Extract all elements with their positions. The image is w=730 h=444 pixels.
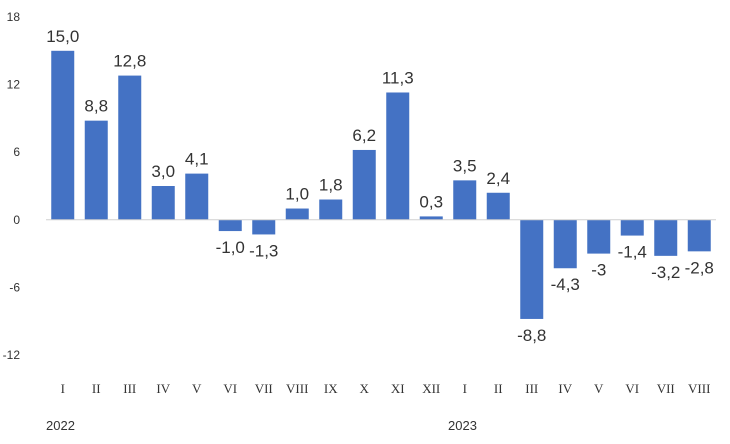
bar [654, 219, 678, 256]
bars-group [51, 50, 711, 319]
bar [587, 219, 611, 254]
bar [386, 92, 410, 220]
bar [687, 219, 711, 252]
year-labels-group: 2022 2023 [46, 418, 477, 433]
data-label: 4,1 [185, 150, 209, 169]
data-label: 1,8 [319, 176, 343, 195]
data-label: -4,3 [551, 275, 580, 294]
x-tick-label: V [192, 381, 202, 396]
bar [185, 173, 209, 220]
data-label: 8,8 [84, 97, 108, 116]
data-label: 1,0 [285, 185, 309, 204]
data-label: 3,0 [151, 162, 175, 181]
x-axis: I II III IV V VI VII VIII IX X XI XII I II III IV V VI VII… [61, 381, 711, 396]
x-tick-label: VIII [688, 381, 710, 396]
x-tick-label: VI [223, 381, 237, 396]
x-tick-label: IV [156, 381, 170, 396]
bar [252, 219, 276, 235]
bar [118, 75, 142, 220]
x-tick-label: XI [391, 381, 405, 396]
x-tick-label: V [594, 381, 604, 396]
x-tick-label: VI [625, 381, 639, 396]
bar [486, 192, 510, 220]
x-tick-label: X [360, 381, 370, 396]
data-label: -3 [591, 261, 606, 280]
x-tick-label: I [463, 381, 467, 396]
data-label: 2,4 [486, 169, 510, 188]
x-tick-label: VII [657, 381, 675, 396]
bar [352, 149, 376, 220]
data-labels-group: 15,0 8,8 12,8 3,0 4,1 -1,0 -1,3 1,0 1,8 6,2 11,3 0,… [46, 27, 714, 345]
bar [319, 199, 343, 220]
data-label: 0,3 [419, 192, 443, 211]
x-tick-label: II [494, 381, 503, 396]
y-tick-label: -6 [9, 280, 20, 294]
y-tick-label: 0 [13, 213, 20, 227]
x-tick-label: VIII [286, 381, 308, 396]
bar [84, 120, 108, 220]
year-label: 2023 [448, 418, 477, 433]
bar [218, 219, 242, 232]
year-label: 2022 [46, 418, 75, 433]
y-tick-label: 6 [13, 145, 20, 159]
bar [285, 208, 309, 220]
data-label: -1,0 [216, 238, 245, 257]
x-tick-label: IX [324, 381, 338, 396]
x-tick-label: I [61, 381, 65, 396]
bar [51, 50, 75, 220]
data-label: 3,5 [453, 156, 477, 175]
data-label: 12,8 [113, 52, 146, 71]
x-tick-label: XII [422, 381, 440, 396]
x-tick-label: III [525, 381, 538, 396]
bar [453, 180, 477, 220]
data-label: 15,0 [46, 27, 79, 46]
y-tick-label: -12 [3, 348, 21, 362]
bar [520, 219, 544, 319]
data-label: -1,4 [618, 243, 647, 262]
bar [151, 186, 175, 220]
data-label: -2,8 [685, 258, 714, 277]
y-tick-label: 12 [7, 78, 21, 92]
x-tick-label: VII [255, 381, 273, 396]
bar [419, 216, 443, 220]
data-label: 6,2 [352, 126, 376, 145]
y-axis: 18 12 6 0 -6 -12 [3, 10, 21, 362]
bar [620, 219, 644, 236]
data-label: 11,3 [382, 68, 414, 87]
x-tick-label: III [123, 381, 136, 396]
data-label: -1,3 [249, 241, 278, 260]
y-tick-label: 18 [7, 10, 21, 24]
x-tick-label: IV [558, 381, 572, 396]
data-label: -8,8 [517, 326, 546, 345]
x-tick-label: II [92, 381, 101, 396]
bar [553, 219, 577, 269]
data-label: -3,2 [651, 263, 680, 282]
